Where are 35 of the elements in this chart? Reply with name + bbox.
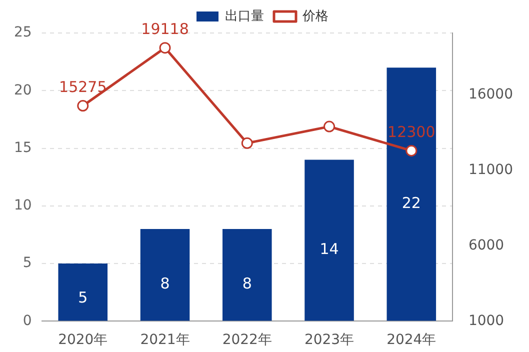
data-label: 22 (402, 194, 421, 212)
y2-tick-label: 6000 (468, 237, 504, 254)
y-tick-label: 25 (14, 24, 32, 41)
data-label: 12300 (388, 123, 436, 142)
y2-tick-label: 1000 (468, 312, 504, 329)
data-label: 5 (78, 288, 88, 307)
x-tick-label: 2020年 (58, 332, 108, 348)
y-tick-label: 0 (22, 312, 32, 329)
bar (140, 228, 190, 321)
y-tick-label: 15 (14, 140, 32, 156)
y-tick-label: 20 (14, 82, 32, 98)
x-tick-label: 2024年 (386, 332, 436, 348)
y-tick-label: 10 (14, 198, 32, 214)
x-tick-label: 2023年 (304, 332, 354, 348)
point (77, 100, 89, 112)
legend-label: 出口量 (225, 8, 264, 24)
data-label: 19118 (141, 20, 189, 38)
y-tick-label: 5 (22, 255, 32, 272)
bar (222, 228, 272, 321)
bar (304, 160, 354, 321)
data-label: 14 (320, 240, 339, 258)
data-label: 15275 (59, 78, 107, 96)
x-tick-label: 2021年 (140, 332, 190, 348)
point (241, 137, 253, 149)
point (324, 120, 336, 132)
data-label: 8 (160, 274, 170, 293)
y2-tick-label: 16000 (468, 86, 514, 103)
point (159, 42, 171, 54)
y2-tick-label: 11000 (468, 162, 514, 178)
legend-label: 价格 (302, 8, 328, 24)
point (406, 144, 418, 156)
bar (386, 68, 436, 321)
x-tick-label: 2022年 (222, 332, 272, 348)
bar (58, 264, 108, 321)
data-label: 8 (242, 274, 252, 293)
